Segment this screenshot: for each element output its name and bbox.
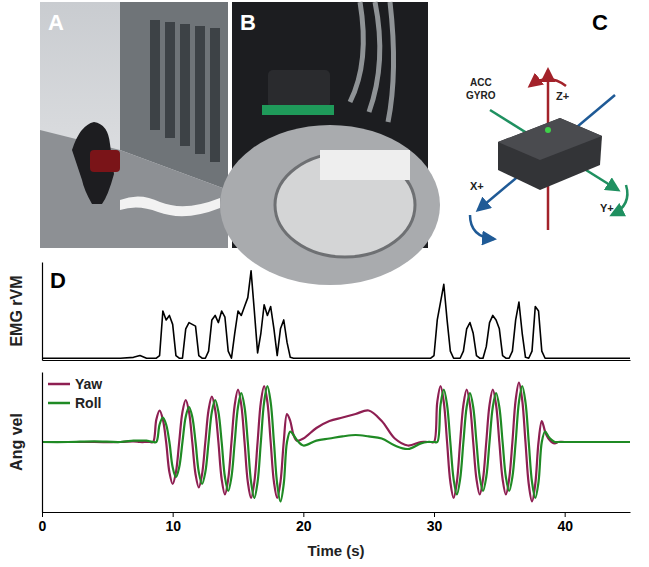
- x-tick: 20: [296, 512, 312, 534]
- photo-window: [210, 28, 220, 162]
- x-tick-mark: [565, 512, 566, 517]
- x-tick: 0: [39, 512, 47, 534]
- sensor-label: GYRO: [466, 90, 496, 101]
- legend-swatch: [48, 383, 70, 386]
- x-tick-label: 10: [165, 518, 181, 534]
- x-tick-mark: [173, 512, 174, 517]
- photo-window: [165, 22, 175, 138]
- photo-sensor: [268, 70, 330, 108]
- x-tick: 40: [557, 512, 573, 534]
- y-axis-line: [42, 373, 43, 513]
- z-rotation-arrow: [530, 79, 566, 86]
- x-tick-mark: [303, 512, 304, 517]
- photo-case: [90, 150, 120, 172]
- legend: Yaw Roll: [48, 376, 102, 411]
- x-tick-label: 30: [427, 518, 443, 534]
- y-rotation-arrow: [612, 185, 627, 215]
- y-axis-title: Ang vel: [8, 413, 25, 471]
- y-axis: [42, 373, 43, 513]
- x-axis-line: [43, 512, 631, 513]
- sensor-top: [498, 118, 602, 160]
- panel-letter: A: [48, 10, 64, 35]
- y-axis: [42, 263, 43, 361]
- sensor-diagram: ACC GYRO Z+ X+ Y+: [466, 70, 627, 239]
- photo-strap: [320, 150, 410, 180]
- x-tick-label: 20: [296, 518, 312, 534]
- x-tick-label: 0: [39, 518, 47, 534]
- y-axis-arrow: [490, 110, 618, 190]
- data-line: [42, 383, 630, 502]
- photo-window: [195, 26, 205, 154]
- plot-area: [42, 271, 630, 358]
- plot-area: [42, 383, 630, 502]
- axis-direction-label: Y+: [600, 202, 614, 214]
- chart: EMG rVM: [8, 263, 631, 361]
- x-axis-arrow: [478, 95, 615, 210]
- x-tick: 10: [165, 512, 181, 534]
- photo-snow: [120, 196, 220, 216]
- x-rotation-arrow: [470, 215, 494, 239]
- figure: ACC GYRO Z+ X+ Y+ A B C D EMG rVM 0 10 20 30 40 Ang vel…: [0, 0, 649, 567]
- x-tick-mark: [434, 512, 435, 517]
- x-axis-title: Time (s): [307, 542, 364, 559]
- y-axis-title: EMG rVM: [8, 275, 25, 346]
- sensor-led: [545, 127, 551, 133]
- panel-letter: C: [592, 10, 608, 35]
- y-axis-line: [42, 263, 43, 361]
- panel-letter: D: [50, 268, 66, 293]
- axis-direction-label: Z+: [556, 90, 569, 102]
- x-axis: 0 10 20 30 40: [39, 512, 631, 534]
- photo-cables: [350, 2, 394, 122]
- photo-road: [40, 130, 228, 248]
- x-axis-line: [43, 360, 631, 361]
- legend-label: Roll: [75, 395, 101, 411]
- x-tick-mark: [42, 512, 43, 517]
- photo-a: [40, 2, 228, 248]
- panel-letter: B: [240, 10, 256, 35]
- legend-swatch: [48, 402, 70, 405]
- photo-mount: [262, 105, 334, 115]
- x-tick: 30: [427, 512, 443, 534]
- x-tick-label: 40: [557, 518, 573, 534]
- sensor-box: [498, 118, 602, 190]
- legend-label: Yaw: [75, 376, 102, 392]
- data-line: [42, 386, 630, 502]
- photo-window: [180, 24, 190, 146]
- photo-tank: [220, 125, 440, 285]
- x-axis: [43, 360, 631, 361]
- photo-sky: [40, 2, 228, 248]
- data-line: [42, 271, 630, 358]
- axis-direction-label: X+: [470, 180, 484, 192]
- sensor-label: ACC: [470, 77, 492, 88]
- photo-b: [220, 2, 440, 285]
- photo-window: [150, 20, 160, 130]
- chart: 0 10 20 30 40 Ang vel Time (s) Yaw Roll: [8, 373, 631, 560]
